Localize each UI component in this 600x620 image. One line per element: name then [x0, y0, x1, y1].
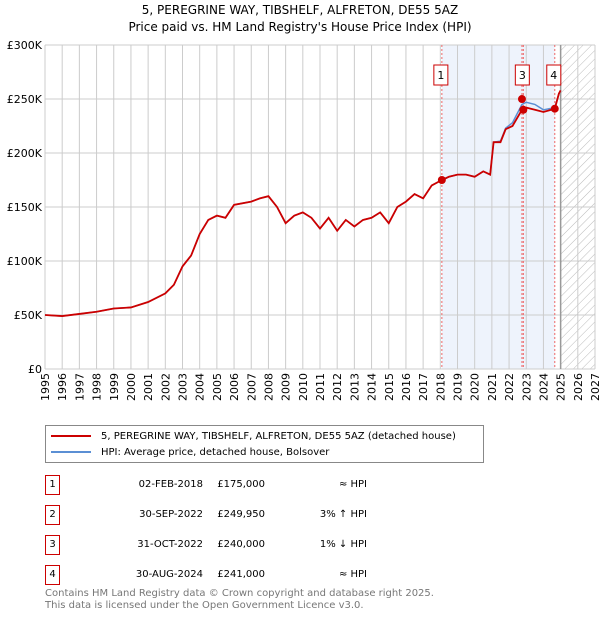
- x-tick-label: 2013: [348, 373, 361, 401]
- y-tick-label: £150K: [7, 201, 43, 214]
- transaction-date: 02-FEB-2018: [138, 479, 203, 490]
- x-tick-label: 2018: [434, 373, 447, 401]
- transaction-point: [517, 95, 526, 104]
- transaction-price: £249,950: [217, 509, 265, 520]
- table-row: 4 30-AUG-2024 £241,000 ≈ HPI: [45, 565, 485, 585]
- transaction-date: 30-AUG-2024: [135, 569, 203, 580]
- x-tick-label: 1995: [39, 373, 52, 401]
- x-tick-label: 2003: [177, 373, 190, 401]
- legend-swatch: [51, 435, 91, 437]
- x-tick-label: 1999: [108, 373, 121, 401]
- x-tick-label: 2020: [469, 373, 482, 401]
- transaction-point: [550, 104, 559, 113]
- transaction-point: [437, 176, 446, 184]
- legend-item-hpi: HPI: Average price, detached house, Bols…: [51, 444, 329, 460]
- transaction-label-box: [433, 64, 449, 86]
- x-tick-label: 2009: [280, 373, 293, 401]
- x-tick-label: 2026: [572, 373, 585, 401]
- x-tick-label: 2027: [589, 373, 600, 401]
- property-price-line: [44, 89, 562, 317]
- x-tick-label: 2007: [245, 373, 258, 401]
- x-tick-label: 2016: [400, 373, 413, 401]
- x-tick-label: 2021: [486, 373, 499, 401]
- x-tick-label: 2025: [555, 373, 568, 401]
- transaction-number: 1: [45, 475, 60, 495]
- x-tick-label: 1997: [73, 373, 86, 401]
- transaction-hpi-diff: 3% ↑ HPI: [319, 509, 367, 520]
- transaction-label: 3: [519, 69, 526, 82]
- legend-label: HPI: Average price, detached house, Bols…: [101, 446, 330, 458]
- x-tick-label: 1996: [56, 373, 69, 401]
- x-tick-label: 1998: [91, 373, 104, 401]
- x-tick-label: 2015: [383, 373, 396, 401]
- x-tick-label: 2019: [452, 373, 465, 401]
- transaction-label-box: [514, 64, 530, 86]
- y-tick-label: £200K: [7, 147, 43, 160]
- transaction-hpi-diff: 1% ↓ HPI: [319, 539, 367, 550]
- table-row: 2 30-SEP-2022 £249,950 3% ↑ HPI: [45, 505, 485, 525]
- x-tick-label: 2000: [125, 373, 138, 401]
- transaction-date: 30-SEP-2022: [139, 509, 203, 520]
- x-tick-label: 2011: [314, 373, 327, 401]
- transaction-point: [519, 105, 528, 114]
- x-tick-label: 2001: [142, 373, 155, 401]
- x-tick-label: 2024: [537, 373, 550, 401]
- y-tick-label: £0: [28, 363, 42, 376]
- transaction-price: £175,000: [217, 479, 265, 490]
- legend-item-property: 5, PEREGRINE WAY, TIBSHELF, ALFRETON, DE…: [51, 428, 456, 444]
- y-tick-label: £100K: [7, 255, 43, 268]
- table-row: 1 02-FEB-2018 £175,000 ≈ HPI: [45, 475, 485, 495]
- transaction-label: 4: [550, 69, 557, 82]
- x-tick-label: 2010: [297, 373, 310, 401]
- chart-subtitle: Price paid vs. HM Land Registry's House …: [128, 20, 471, 34]
- x-tick-label: 2004: [194, 373, 207, 401]
- x-tick-label: 2014: [366, 373, 379, 401]
- y-tick-label: £250K: [7, 93, 43, 106]
- x-tick-label: 2023: [520, 373, 533, 401]
- y-tick-label: £300K: [7, 39, 43, 52]
- legend-swatch: [51, 451, 91, 453]
- chart-legend: 5, PEREGRINE WAY, TIBSHELF, ALFRETON, DE…: [45, 425, 484, 463]
- footer: Contains HM Land Registry data © Crown c…: [45, 588, 434, 612]
- chart-title: 5, PEREGRINE WAY, TIBSHELF, ALFRETON, DE…: [142, 3, 458, 17]
- legend-label: 5, PEREGRINE WAY, TIBSHELF, ALFRETON, DE…: [101, 430, 456, 442]
- transaction-label-box: [546, 64, 562, 86]
- transaction-hpi-diff: ≈ HPI: [338, 569, 367, 580]
- x-tick-label: 2017: [417, 373, 430, 401]
- x-tick-label: 2006: [228, 373, 241, 401]
- transaction-date: 31-OCT-2022: [137, 539, 203, 550]
- transaction-number: 3: [45, 535, 60, 555]
- table-row: 3 31-OCT-2022 £240,000 1% ↓ HPI: [45, 535, 485, 555]
- transaction-number: 2: [45, 505, 60, 525]
- transaction-hpi-diff: ≈ HPI: [338, 479, 367, 490]
- x-tick-label: 2022: [503, 373, 516, 401]
- y-tick-label: £50K: [14, 309, 43, 322]
- x-tick-label: 2002: [159, 373, 172, 401]
- x-tick-label: 2008: [262, 373, 275, 401]
- transaction-price: £241,000: [217, 569, 265, 580]
- x-tick-label: 2005: [211, 373, 224, 401]
- transaction-price: £240,000: [217, 539, 265, 550]
- transaction-label: 1: [437, 69, 444, 82]
- transaction-number: 4: [45, 565, 60, 585]
- footer-line: This data is licensed under the Open Gov…: [45, 600, 364, 611]
- x-tick-label: 2012: [331, 373, 344, 401]
- price-chart: 5, PEREGRINE WAY, TIBSHELF, ALFRETON, DE…: [7, 3, 600, 401]
- footer-line: Contains HM Land Registry data © Crown c…: [45, 588, 434, 599]
